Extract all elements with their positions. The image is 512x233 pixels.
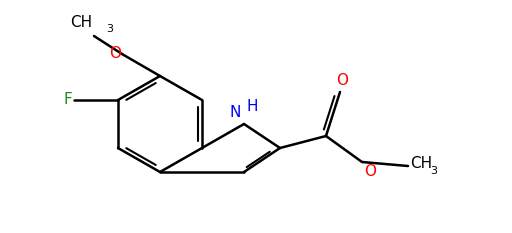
Text: H: H [247,99,259,114]
Text: N: N [229,105,241,120]
Text: O: O [336,73,348,88]
Text: 3: 3 [430,166,437,176]
Text: CH: CH [410,157,432,171]
Text: O: O [109,45,121,61]
Text: CH: CH [70,15,92,30]
Text: 3: 3 [106,24,113,34]
Text: O: O [364,164,376,179]
Text: F: F [63,93,72,107]
